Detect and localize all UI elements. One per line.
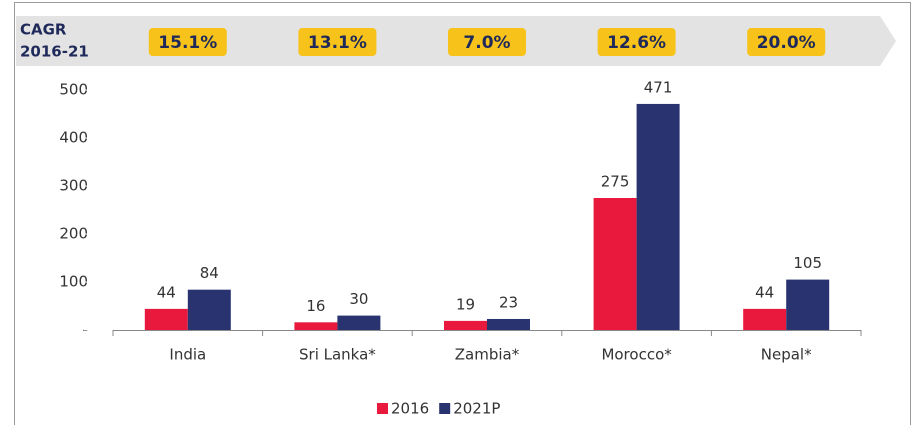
y-tick-label: 100 <box>59 273 88 291</box>
cagr-value: 15.1% <box>158 33 217 53</box>
cagr-box <box>148 28 227 56</box>
y-tick-label: 400 <box>59 129 88 147</box>
x-tick-label: Nepal* <box>761 346 812 364</box>
data-label: 30 <box>349 290 368 308</box>
bar <box>444 320 487 330</box>
y-tick-label: 300 <box>59 177 88 195</box>
data-label: 19 <box>456 295 475 313</box>
bar <box>593 198 637 330</box>
cagr-value: 7.0% <box>463 33 510 53</box>
data-label: 16 <box>306 297 325 315</box>
bar <box>337 315 381 330</box>
cagr-value: 12.6% <box>607 33 666 53</box>
legend-swatch <box>439 403 451 414</box>
data-label: 105 <box>793 254 822 272</box>
bar <box>743 308 787 330</box>
bar <box>636 103 680 330</box>
cagr-value: 20.0% <box>757 33 816 53</box>
cagr-box <box>298 28 377 56</box>
data-label: 23 <box>499 293 518 311</box>
cagr-box <box>448 28 526 56</box>
bar <box>294 322 338 330</box>
legend-swatch <box>377 403 388 414</box>
cagr-box <box>747 28 826 56</box>
banner-title: CAGR <box>20 21 67 39</box>
frame <box>14 2 911 425</box>
legend-label: 2016 <box>391 400 429 418</box>
data-label: 471 <box>644 78 673 96</box>
bar <box>786 279 830 330</box>
bar <box>487 318 530 330</box>
bar <box>144 308 188 330</box>
legend-label: 2021P <box>453 400 500 418</box>
x-tick-label: Morocco* <box>601 346 672 364</box>
y-tick-label: 200 <box>59 225 88 243</box>
banner-title: 2016-21 <box>20 43 89 61</box>
cagr-value: 13.1% <box>308 33 367 53</box>
data-label: 84 <box>200 264 219 282</box>
bar <box>187 289 231 330</box>
x-tick-label: Sri Lanka* <box>299 346 376 364</box>
x-tick-label: Zambia* <box>455 346 520 364</box>
data-label: 44 <box>755 283 774 301</box>
cagr-box <box>597 28 676 56</box>
y-tick-label: 500 <box>59 81 88 99</box>
x-tick-label: India <box>169 346 206 364</box>
data-label: 44 <box>157 283 176 301</box>
data-label: 275 <box>601 173 630 191</box>
